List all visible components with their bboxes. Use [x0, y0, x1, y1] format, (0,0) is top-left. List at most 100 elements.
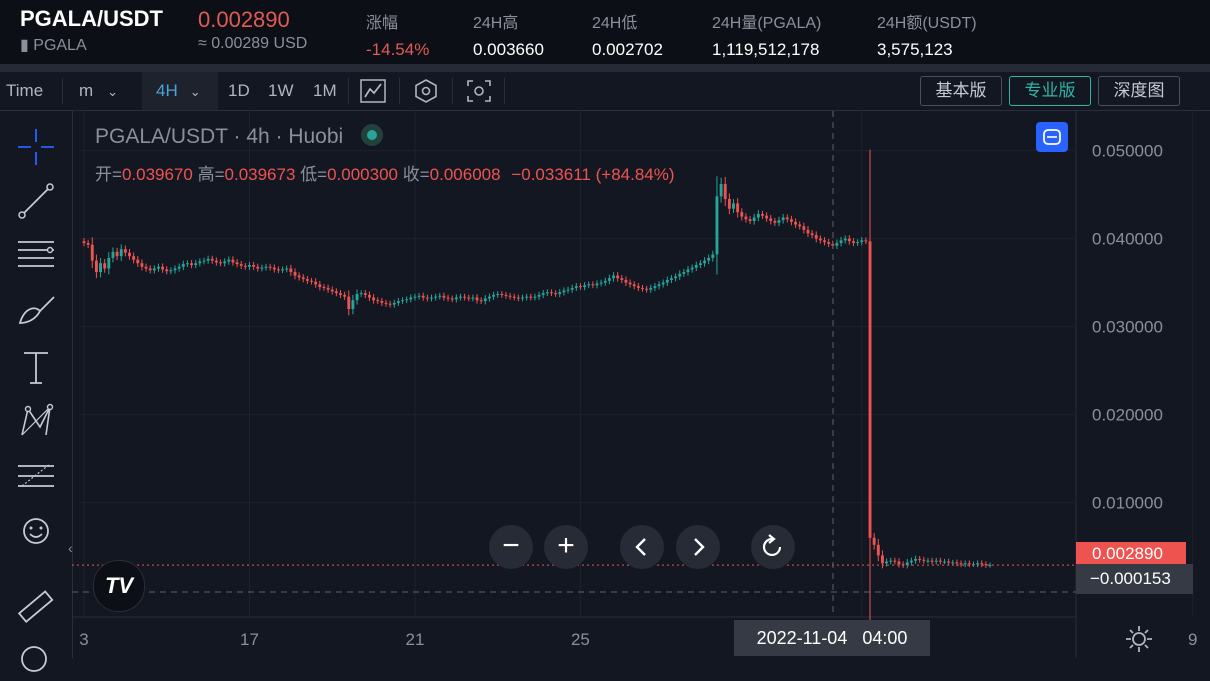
open-value: 0.039670 — [121, 165, 193, 184]
candle-body — [748, 219, 752, 221]
candle-body — [806, 229, 810, 234]
fibonacci-icon[interactable] — [16, 456, 56, 496]
interval-1d-button[interactable]: 1D — [228, 81, 250, 100]
text-icon[interactable] — [16, 347, 56, 387]
emoji-icon[interactable] — [16, 511, 56, 551]
basic-version-button[interactable]: 基本版 — [920, 76, 1002, 106]
candlestick-chart[interactable]: 0.050000 0.040000 0.030000 0.020000 0.010000… — [0, 0, 1210, 658]
candle-body — [603, 280, 607, 283]
minute-interval-dropdown[interactable]: m ⌄ — [79, 72, 118, 110]
settings-icon[interactable] — [413, 79, 439, 103]
x-tick-label: 3 — [79, 630, 88, 649]
brush-icon[interactable] — [16, 291, 56, 331]
stat-amount: 24H额(USDT) 3,575,123 — [877, 9, 977, 60]
candle-body — [533, 296, 537, 298]
tv-logo-icon: TV — [104, 573, 134, 598]
candle-body — [252, 265, 256, 267]
collapse-left-icon[interactable]: ‹ — [68, 540, 73, 556]
candle-body — [136, 259, 140, 264]
candle-body — [955, 562, 959, 564]
last-price: 0.002890 — [198, 7, 290, 32]
candle-body — [889, 560, 893, 562]
candle-body — [268, 266, 272, 268]
horizontal-lines-icon[interactable] — [16, 236, 56, 276]
tradingview-logo[interactable]: TV — [93, 560, 145, 612]
chart-style-icon[interactable] — [360, 79, 386, 103]
candle-body — [235, 262, 239, 265]
candle-body — [392, 302, 396, 305]
candle-body — [765, 215, 769, 219]
interval-1w-button[interactable]: 1W — [268, 81, 294, 100]
interval-4h-dropdown[interactable]: 4H ⌄ — [142, 72, 218, 110]
depth-chart-button[interactable]: 深度图 — [1098, 76, 1180, 106]
candle-body — [165, 269, 169, 272]
candle-body — [525, 296, 529, 298]
x-tick-label: 9 — [1188, 630, 1197, 649]
candle-body — [814, 235, 818, 239]
header-divider — [0, 64, 1210, 72]
candle-body — [624, 279, 628, 283]
stat-value: 1,119,512,178 — [712, 40, 820, 59]
reset-chart-button[interactable] — [751, 525, 795, 569]
candle-body — [471, 297, 475, 299]
stat-label: 24H高 — [473, 15, 519, 32]
candle-body — [727, 199, 731, 209]
candle-body — [661, 282, 665, 285]
candle-body — [864, 240, 868, 242]
stat-label: 涨幅 — [366, 15, 399, 32]
scroll-right-button[interactable] — [676, 525, 720, 569]
candle-body — [599, 282, 603, 284]
y-tick-label: 0.010000 — [1092, 494, 1163, 513]
pattern-icon[interactable] — [16, 401, 56, 441]
candle-body — [450, 298, 454, 300]
candle-body — [161, 266, 165, 270]
candle-body — [198, 261, 202, 264]
candle-body — [686, 269, 690, 273]
chevron-right-icon — [694, 538, 705, 556]
open-label: 开= — [95, 165, 122, 184]
candle-body — [736, 203, 740, 213]
candle-body — [442, 295, 446, 298]
candle-body — [698, 263, 702, 265]
axis-settings-icon[interactable] — [1124, 624, 1154, 654]
candle-body — [988, 565, 992, 567]
chart-toolbar: Time m ⌄ 4H ⌄ 1D 1W 1M 基本版 专业版 深度图 — [0, 72, 1210, 111]
candle-body — [111, 251, 115, 258]
y-tick-label: 0.040000 — [1092, 230, 1163, 249]
y-tick-label: 0.020000 — [1092, 406, 1163, 425]
pro-version-button[interactable]: 专业版 — [1009, 76, 1091, 106]
candle-body — [90, 244, 94, 261]
low-value: 0.000300 — [327, 165, 398, 184]
fullscreen-button[interactable] — [1036, 122, 1068, 152]
scroll-left-button[interactable] — [620, 525, 664, 569]
candle-body — [607, 278, 611, 281]
crosshair-icon[interactable] — [16, 127, 56, 167]
trend-line-icon[interactable] — [16, 181, 56, 221]
candle-body — [368, 294, 371, 298]
candle-body — [454, 297, 458, 300]
zoom-in-button[interactable]: + — [544, 525, 588, 569]
screenshot-icon[interactable] — [466, 79, 492, 103]
candle-body — [847, 238, 851, 242]
candle-body — [504, 294, 508, 296]
interval-1m-button[interactable]: 1M — [313, 81, 337, 100]
candle-body — [463, 296, 467, 298]
candle-body — [682, 272, 686, 274]
ruler-icon[interactable] — [16, 587, 56, 627]
change-value: −0.033611 (+84.84%) — [511, 165, 675, 184]
candle-body — [94, 260, 98, 273]
zoom-out-button[interactable]: − — [489, 525, 533, 569]
x-tick-label: 17 — [240, 630, 259, 649]
candle-body — [794, 221, 798, 225]
candle-body — [657, 284, 661, 287]
candle-body — [756, 213, 760, 218]
time-button[interactable]: Time — [6, 81, 44, 100]
candle-body — [479, 300, 483, 302]
candle-body — [744, 216, 748, 220]
stat-value: 3,575,123 — [877, 40, 953, 59]
candle-body — [248, 265, 251, 267]
divider — [399, 78, 400, 104]
candle-body — [219, 262, 222, 264]
candle-body — [636, 286, 640, 288]
candle-body — [922, 559, 926, 561]
